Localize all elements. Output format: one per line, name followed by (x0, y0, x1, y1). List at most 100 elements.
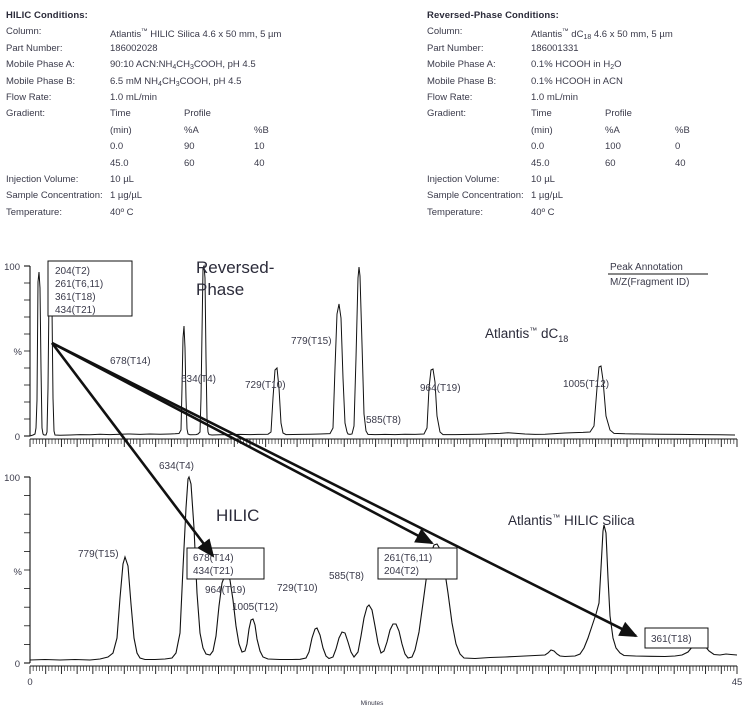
condition-row-flow-rate: Flow Rate: 1.0 mL/min (427, 90, 752, 106)
legend-line2: M/Z(Fragment ID) (610, 277, 689, 288)
condition-row-sample-concentration: Sample Concentration: 1 µg/µL (427, 188, 752, 204)
gradient-head-profile: Profile (184, 108, 211, 120)
annotation-box-hilic-3 (644, 627, 709, 649)
trace-hilic (29, 475, 738, 661)
chart1-title-line2: Phase (196, 280, 244, 299)
gradient-pb: 40 (254, 157, 265, 169)
annotation-box-line: 261(T6,11) (384, 553, 432, 564)
annotation-box-line: 678(T14) (193, 553, 234, 564)
y-axis-label-min-2: 0 (15, 659, 20, 670)
peak-label-585-hilic: 585(T8) (329, 571, 364, 582)
peak-label-634-hilic: 634(T4) (159, 461, 194, 472)
peak-label-634: 634(T4) (181, 374, 216, 385)
annotation-box-line: 261(T6,11) (55, 279, 103, 290)
peak-label-964: 964(T19) (420, 383, 461, 394)
gradient-label: Gradient: (427, 108, 467, 120)
condition-label: Mobile Phase B: (427, 75, 497, 87)
gradient-subheader-row: (min) %A %B (427, 123, 752, 139)
condition-row-temperature: Temperature: 40º C (427, 205, 752, 221)
chart1-column-label: Atlantis™ dC18 (485, 326, 568, 344)
peak-label-964-hilic: 964(T19) (205, 585, 246, 596)
chromatogram-svg: 100 0 % 204(T2) 261(T6,11) 361(T18) 434(… (4, 258, 742, 707)
gradient-subheader-row: (min) %A %B (6, 123, 416, 139)
y-axis-label-max: 100 (4, 262, 20, 273)
trace-reversed-phase (29, 264, 736, 437)
legend-line1: Peak Annotation (610, 262, 683, 273)
condition-label: Part Number: (427, 42, 484, 54)
condition-row-mobile-phase-b: Mobile Phase B: 6.5 mM NH4CH3COOH, pH 4.5 (6, 74, 416, 90)
chart-reversed-phase: 100 0 % 204(T2) 261(T6,11) 361(T18) 434(… (4, 258, 737, 443)
condition-row-column: Column: Atlantis™ HILIC Silica 4.6 x 50 m… (6, 24, 416, 40)
condition-row-part-number: Part Number: 186001331 (427, 41, 752, 57)
x-ruler-chart2 (29, 666, 738, 674)
gradient-pb: 40 (675, 157, 686, 169)
gradient-pa: 60 (605, 157, 616, 169)
reversed-phase-conditions-block: Reversed-Phase Conditions: Column: Atlant… (427, 8, 752, 221)
condition-value: 1.0 mL/min (110, 91, 157, 103)
condition-label: Mobile Phase B: (6, 75, 76, 87)
gradient-time: 45.0 (531, 157, 550, 169)
peak-label-1005: 1005(T12) (563, 379, 609, 390)
annotation-box-line: 361(T18) (651, 634, 692, 645)
annotation-box-line: 204(T2) (55, 266, 90, 277)
condition-value: 40º C (531, 206, 555, 218)
condition-value: Atlantis™ HILIC Silica 4.6 x 50 mm, 5 µm (110, 28, 282, 41)
x-axis-title: Minutes (361, 700, 385, 707)
condition-label: Flow Rate: (6, 91, 52, 103)
gradient-sub-pa: %A (605, 124, 620, 136)
y-axis-label-max-2: 100 (4, 473, 20, 484)
chart1-title-line1: Reversed- (196, 258, 274, 277)
condition-row-injection-volume: Injection Volume: 10 µL (427, 172, 752, 188)
gradient-head-time: Time (110, 108, 131, 120)
x-axis-label-start: 0 (27, 677, 32, 688)
x-ruler-chart1 (29, 439, 738, 447)
condition-label: Column: (427, 26, 463, 38)
condition-value: 1.0 mL/min (531, 91, 578, 103)
reversed-phase-conditions-title: Reversed-Phase Conditions: (427, 10, 559, 21)
gradient-row: 0.0 90 10 (6, 139, 416, 155)
gradient-sub-min: (min) (531, 124, 553, 136)
gradient-time: 45.0 (110, 157, 129, 169)
condition-value: 6.5 mM NH4CH3COOH, pH 4.5 (110, 75, 242, 88)
condition-row-flow-rate: Flow Rate: 1.0 mL/min (6, 90, 416, 106)
condition-row-mobile-phase-a: Mobile Phase A: 90:10 ACN:NH4CH3COOH, pH … (6, 57, 416, 73)
condition-row-part-number: Part Number: 186002028 (6, 41, 416, 57)
gradient-sub-min: (min) (110, 124, 132, 136)
arrow-to-361-box (51, 341, 638, 638)
gradient-label: Gradient: (6, 108, 46, 120)
gradient-row: 45.0 60 40 (6, 156, 416, 172)
gradient-row: 0.0 100 0 (427, 139, 752, 155)
condition-label: Injection Volume: (6, 173, 79, 185)
chromatograms-section: 100 0 % 204(T2) 261(T6,11) 361(T18) 434(… (0, 248, 752, 720)
chart-hilic: 100 0 % 0 45 Minutes 779(T15) 634(T4) 96… (4, 461, 742, 707)
condition-label: Part Number: (6, 42, 63, 54)
hilic-conditions-title: HILIC Conditions: (6, 10, 88, 21)
peak-label-585: 585(T8) (366, 415, 401, 426)
peak-label-729: 729(T10) (245, 380, 286, 391)
condition-value: 1 µg/µL (110, 190, 143, 202)
y-axis-title-2: % (14, 567, 23, 578)
condition-row-mobile-phase-b: Mobile Phase B: 0.1% HCOOH in ACN (427, 74, 752, 90)
arrow-to-678-434-box (50, 342, 215, 558)
condition-value: 10 µL (110, 173, 134, 185)
gradient-time: 0.0 (531, 141, 545, 153)
condition-label: Flow Rate: (427, 91, 473, 103)
condition-label: Column: (6, 26, 42, 38)
gradient-pa: 60 (184, 157, 195, 169)
gradient-header-row: Gradient: Time Profile (427, 106, 752, 122)
gradient-pb: 10 (254, 141, 265, 153)
condition-label: Mobile Phase A: (6, 59, 75, 71)
gradient-head-time: Time (531, 108, 552, 120)
chart2-title: HILIC (216, 506, 259, 525)
condition-row-column: Column: Atlantis™ dC18 4.6 x 50 mm, 5 µm (427, 24, 752, 41)
annotation-box-line: 204(T2) (384, 566, 419, 577)
annotation-box-line: 361(T18) (55, 292, 96, 303)
gradient-sub-pb: %B (675, 124, 690, 136)
condition-value: 0.1% HCOOH in H2O (531, 59, 622, 72)
conditions-section: HILIC Conditions: Column: Atlantis™ HILIC… (0, 0, 752, 248)
gradient-head-profile: Profile (605, 108, 632, 120)
annotation-box-rp (47, 260, 133, 317)
condition-label: Temperature: (6, 206, 62, 218)
annotation-box-hilic-2 (377, 547, 458, 580)
gradient-row: 45.0 60 40 (427, 156, 752, 172)
